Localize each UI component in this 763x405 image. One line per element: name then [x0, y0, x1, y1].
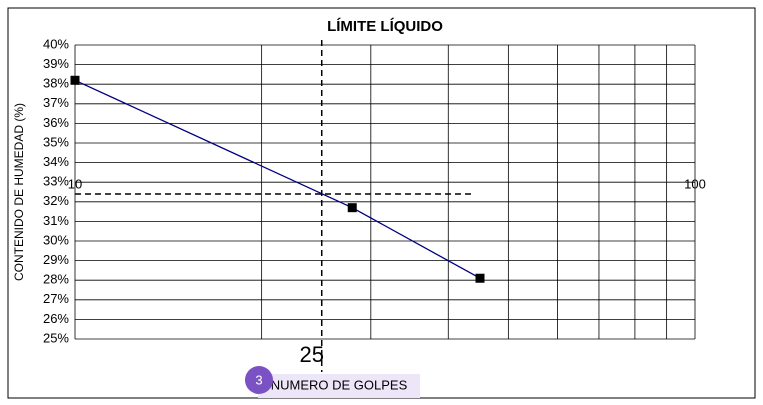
chart-frame: [7, 7, 756, 399]
y-tick-label: 27%: [43, 291, 69, 306]
y-axis-label: CONTENIDO DE HUMEDAD (%): [12, 103, 26, 281]
y-tick-label: 33%: [43, 174, 69, 189]
y-tick-label: 30%: [43, 232, 69, 247]
y-tick-label: 32%: [43, 193, 69, 208]
y-tick-label: 31%: [43, 213, 69, 228]
marker: [70, 75, 80, 85]
y-tick-label: 34%: [43, 154, 69, 169]
liquid-limit-label: 25: [299, 342, 323, 367]
y-tick-label: 35%: [43, 134, 69, 149]
badge: [245, 366, 273, 394]
marker: [347, 203, 357, 213]
badge-text: 3: [255, 372, 262, 387]
y-tick-label: 36%: [43, 115, 69, 130]
y-tick-label: 26%: [43, 311, 69, 326]
chart-title: LÍMITE LÍQUIDO: [327, 18, 443, 35]
y-tick-label: 28%: [43, 272, 69, 287]
y-tick-label: 25%: [43, 330, 69, 345]
x-label-highlight: [258, 374, 420, 398]
y-tick-label: 39%: [43, 56, 69, 71]
x-tick-label: 10: [68, 176, 82, 191]
y-tick-label: 29%: [43, 252, 69, 267]
x-axis-label: NUMERO DE GOLPES: [271, 377, 408, 392]
y-tick-label: 37%: [43, 95, 69, 110]
y-tick-label: 38%: [43, 76, 69, 91]
x-tick-label: 100: [684, 176, 706, 191]
y-tick-label: 40%: [43, 36, 69, 51]
marker: [475, 273, 485, 283]
